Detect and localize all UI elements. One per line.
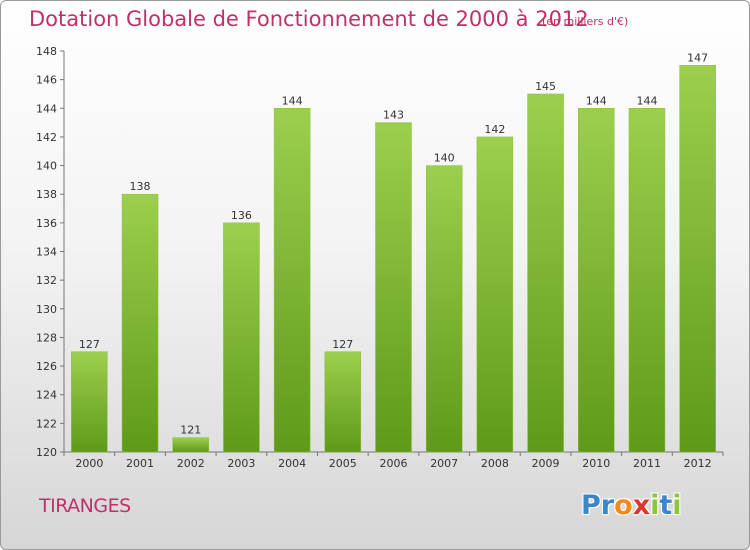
bar <box>172 437 209 453</box>
y-tick-label: 146 <box>36 74 57 87</box>
x-tick-label: 2010 <box>582 457 610 470</box>
bar <box>425 165 463 453</box>
bar-value-label: 143 <box>383 109 404 122</box>
y-tick-label: 130 <box>36 303 57 316</box>
logo-letter: x <box>632 490 651 521</box>
bar <box>121 193 159 453</box>
bar <box>375 122 412 453</box>
x-tick-label: 2000 <box>75 457 103 470</box>
proxiti-logo: Proxiti <box>581 490 682 521</box>
bar <box>679 65 716 453</box>
x-tick-label: 2002 <box>177 457 205 470</box>
bars: 127 138 121 136 144 127 143 140 142 145 144 144 147 <box>71 51 716 453</box>
x-tick-label: 2012 <box>684 457 712 470</box>
y-tick-label: 128 <box>36 331 57 344</box>
y-tick-label: 134 <box>36 246 57 259</box>
bar-value-label: 144 <box>636 94 657 107</box>
bar-value-label: 138 <box>130 180 151 193</box>
y-tick-label: 148 <box>36 45 57 58</box>
bar <box>71 351 108 453</box>
x-tick-label: 2006 <box>380 457 408 470</box>
chart-title: Dotation Globale de Fonctionnement de 20… <box>29 7 589 31</box>
y-tick-label: 124 <box>36 389 57 402</box>
bar-value-label: 145 <box>535 80 556 93</box>
logo-letter: i <box>672 490 682 521</box>
y-tick-label: 132 <box>36 274 57 287</box>
commune-name: TIRANGES <box>39 495 131 517</box>
x-tick-label: 2011 <box>633 457 661 470</box>
unit-note: (en milliers d'€) <box>542 15 629 28</box>
bar <box>476 136 514 453</box>
axes: 1201221241261281301321341361381401421441… <box>36 45 724 470</box>
logo-letter: P <box>581 490 601 521</box>
y-tick-label: 142 <box>36 131 57 144</box>
x-tick-label: 2004 <box>278 457 306 470</box>
y-tick-label: 144 <box>36 102 57 115</box>
y-tick-label: 120 <box>36 446 57 459</box>
y-tick-label: 138 <box>36 188 57 201</box>
x-tick-label: 2001 <box>126 457 154 470</box>
logo-letter: r <box>600 490 615 521</box>
y-tick-label: 126 <box>36 360 57 373</box>
bar <box>527 93 564 453</box>
y-tick-label: 140 <box>36 160 57 173</box>
bar-value-label: 144 <box>282 94 303 107</box>
bar-value-label: 140 <box>434 152 455 165</box>
bar-value-label: 142 <box>484 123 505 136</box>
logo-letter: i <box>650 490 660 521</box>
x-tick-label: 2007 <box>430 457 458 470</box>
bar-value-label: 127 <box>332 338 353 351</box>
bar <box>578 108 615 453</box>
bar-value-label: 121 <box>180 424 201 437</box>
bar-value-label: 147 <box>687 51 708 64</box>
x-tick-label: 2008 <box>481 457 509 470</box>
x-tick-label: 2005 <box>329 457 357 470</box>
x-tick-label: 2009 <box>532 457 560 470</box>
logo-letter: t <box>659 490 673 521</box>
bar-value-label: 127 <box>79 338 100 351</box>
bar <box>628 108 666 453</box>
bar <box>324 351 362 453</box>
bar-value-label: 144 <box>586 94 607 107</box>
bar-value-label: 136 <box>231 209 252 222</box>
y-tick-label: 136 <box>36 217 57 230</box>
logo-letter: o <box>614 490 633 521</box>
bar <box>223 222 260 453</box>
bar <box>273 108 311 453</box>
y-tick-label: 122 <box>36 417 57 430</box>
x-tick-label: 2003 <box>227 457 255 470</box>
